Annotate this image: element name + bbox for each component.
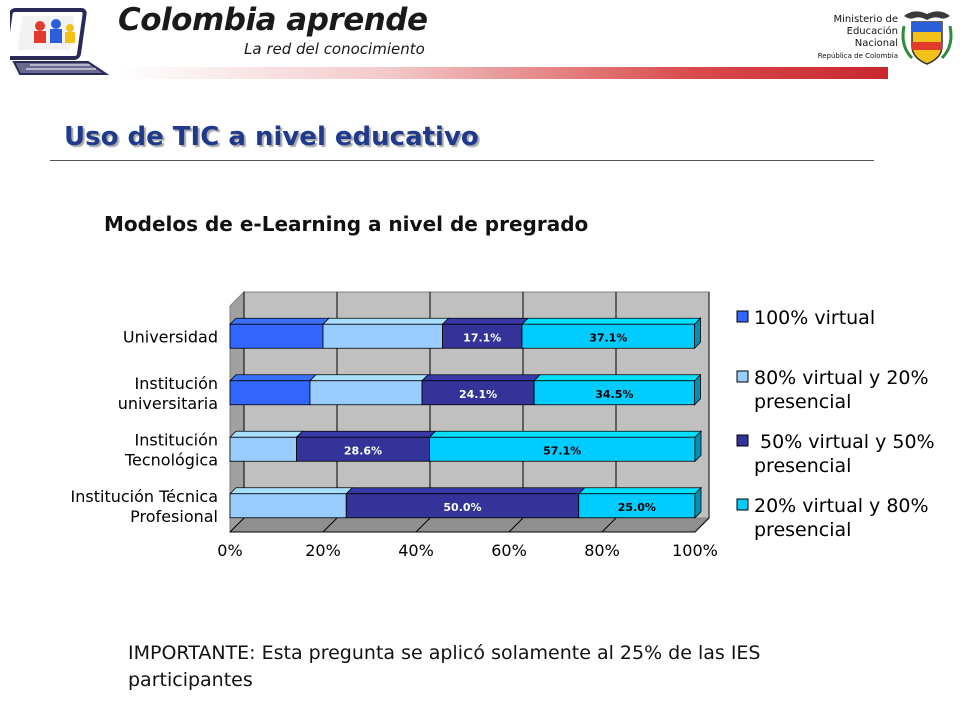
plot-floor bbox=[228, 517, 711, 533]
header-divider bbox=[118, 67, 888, 79]
data-label: 34.5% bbox=[595, 388, 633, 401]
bar-segment-top bbox=[229, 487, 354, 495]
bar-segment-top bbox=[441, 317, 529, 325]
ministry-label: Ministerio de Educación Nacional Repúbli… bbox=[806, 14, 898, 62]
bar-segment-top bbox=[229, 374, 317, 382]
category-label: Institución Técnica bbox=[71, 487, 218, 506]
chart-title: Modelos de e-Learning a nivel de pregrad… bbox=[104, 212, 589, 236]
gridline bbox=[415, 517, 431, 533]
legend-swatch bbox=[736, 498, 749, 511]
data-label: 25.0% bbox=[618, 501, 656, 514]
ministry-line: Educación bbox=[846, 26, 898, 37]
bar-segment bbox=[229, 323, 324, 349]
legend-label: presencial bbox=[754, 391, 851, 413]
bar-segment bbox=[296, 436, 430, 462]
gridline bbox=[508, 517, 524, 533]
bar-segment-top bbox=[533, 374, 702, 382]
ministry-line: Nacional bbox=[854, 38, 898, 49]
bar-segment bbox=[533, 380, 695, 406]
ministry-country: República de Colombia bbox=[817, 52, 898, 60]
bar-segment bbox=[229, 380, 311, 406]
gridline bbox=[601, 517, 617, 533]
x-tick-label: 80% bbox=[584, 541, 620, 560]
gridline bbox=[229, 517, 245, 533]
bar-segment-top bbox=[521, 317, 702, 325]
x-tick-label: 0% bbox=[217, 541, 242, 560]
bar-segment bbox=[442, 323, 523, 349]
gridline bbox=[694, 517, 710, 533]
bar-segment-top bbox=[322, 317, 450, 325]
category-label: Institución bbox=[135, 374, 219, 393]
ministry-line: Ministerio de bbox=[833, 14, 899, 25]
bar-segment bbox=[578, 493, 696, 519]
gridline bbox=[322, 517, 338, 533]
legend-label: presencial bbox=[754, 519, 851, 541]
bar-end-cap bbox=[694, 430, 702, 463]
bar-segment bbox=[309, 380, 423, 406]
bar-segment bbox=[429, 436, 696, 462]
bar-end-cap bbox=[694, 317, 701, 350]
category-label: Profesional bbox=[130, 507, 218, 526]
bar-segment bbox=[322, 323, 443, 349]
bar-end-cap bbox=[694, 486, 702, 519]
bar-end-cap bbox=[694, 373, 701, 406]
legend-label: presencial bbox=[754, 455, 851, 477]
bar-segment-top bbox=[428, 430, 702, 438]
coat-of-arms-icon bbox=[901, 11, 953, 65]
header: Colombia aprende La red del conocimiento… bbox=[0, 0, 960, 80]
category-label: universitaria bbox=[118, 394, 218, 413]
stacked-bar-chart: 0% 20% 40% 60% 80% 100% 17.1% 37.1% Universidad 2… bbox=[71, 290, 935, 560]
data-label: 37.1% bbox=[589, 331, 627, 344]
legend-label: 50% virtual y 50% bbox=[754, 431, 935, 453]
bar-segment-top bbox=[295, 430, 437, 438]
bar-segment bbox=[229, 436, 297, 462]
brand-title: Colombia aprende bbox=[118, 2, 428, 38]
bar-segment bbox=[229, 493, 347, 519]
data-label: 57.1% bbox=[543, 444, 581, 457]
data-label: 17.1% bbox=[463, 331, 501, 344]
data-label: 24.1% bbox=[459, 388, 497, 401]
x-tick-label: 100% bbox=[672, 541, 718, 560]
bar-segment-top bbox=[229, 317, 330, 325]
bar-segment-top bbox=[309, 374, 430, 382]
category-label: Universidad bbox=[123, 327, 218, 346]
important-note: IMPORTANTE: Esta pregunta se aplicó sola… bbox=[128, 642, 761, 691]
bar-segment-top bbox=[577, 487, 702, 495]
legend-label: 80% virtual y 20% bbox=[754, 367, 929, 389]
data-label: 28.6% bbox=[344, 444, 382, 457]
x-tick-label: 40% bbox=[398, 541, 434, 560]
category-label: Tecnológica bbox=[124, 450, 218, 469]
brand-subtitle: La red del conocimiento bbox=[244, 40, 425, 58]
legend-label: 20% virtual y 80% bbox=[754, 495, 929, 517]
legend-label: 100% virtual bbox=[754, 307, 875, 329]
logo-icon bbox=[10, 8, 110, 75]
legend-swatch bbox=[736, 310, 749, 323]
page-title: Uso de TIC a nivel educativo bbox=[64, 122, 479, 152]
bar-segment-top bbox=[421, 374, 542, 382]
bar-segment-top bbox=[345, 487, 586, 495]
legend-swatch bbox=[736, 370, 749, 383]
category-label: Institución bbox=[135, 430, 219, 449]
x-tick-label: 20% bbox=[305, 541, 341, 560]
bar-segment-top bbox=[229, 430, 304, 438]
legend-swatch bbox=[736, 434, 749, 447]
data-label: 50.0% bbox=[443, 501, 481, 514]
title-divider bbox=[50, 160, 874, 161]
bar-segment bbox=[421, 380, 535, 406]
x-tick-label: 60% bbox=[491, 541, 527, 560]
